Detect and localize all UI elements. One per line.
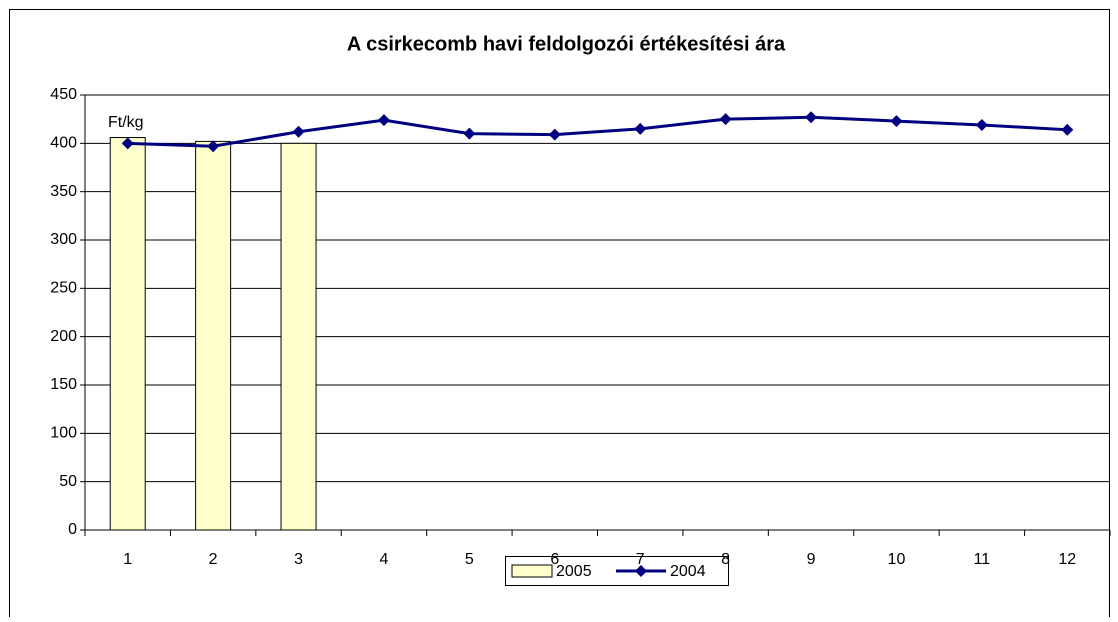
legend-marker: [635, 565, 647, 577]
y-tick-label: 100: [50, 425, 77, 442]
x-tick-label: 1: [123, 551, 132, 568]
y-tick-label: 200: [50, 328, 77, 345]
bar: [195, 140, 232, 531]
line: [127, 115, 1068, 148]
x-tick-label: 4: [380, 551, 389, 568]
bar: [109, 137, 146, 531]
bar: [280, 142, 317, 531]
marker: [805, 111, 818, 124]
x-tick-label: 9: [807, 551, 816, 568]
y-axis-label: Ft/kg: [108, 114, 144, 131]
y-tick-label: 300: [50, 231, 77, 248]
marker: [1061, 123, 1074, 136]
chart-border: [9, 9, 1110, 622]
marker: [121, 137, 134, 150]
x-tick-label: 6: [550, 551, 559, 568]
x-tick-label: 2: [209, 551, 218, 568]
x-tick-label: 8: [721, 551, 730, 568]
marker: [890, 115, 903, 128]
x-tick-label: 11: [974, 551, 991, 568]
marker: [207, 140, 220, 153]
marker: [719, 113, 732, 126]
marker: [463, 127, 476, 140]
marker: [377, 114, 390, 127]
x-tick-label: 5: [465, 551, 474, 568]
y-tick-label: 50: [59, 473, 77, 490]
marker: [548, 128, 561, 141]
x-tick-label: 3: [294, 551, 303, 568]
y-tick-label: 350: [50, 183, 77, 200]
marker: [292, 125, 305, 138]
y-tick-label: 400: [50, 135, 77, 152]
y-tick-label: 150: [50, 376, 77, 393]
y-tick-label: 250: [50, 280, 77, 297]
y-tick-label: 0: [68, 521, 77, 538]
x-tick-label: 10: [888, 551, 906, 568]
legend-label: 2005: [556, 563, 592, 580]
x-tick-label: 12: [1058, 551, 1076, 568]
x-tick-label: 7: [636, 551, 645, 568]
y-tick-label: 450: [50, 86, 77, 103]
legend-swatch: [511, 564, 553, 578]
chart-title: A csirkecomb havi feldolgozói értékesíté…: [347, 33, 786, 55]
legend-label: 2004: [670, 563, 706, 580]
marker: [634, 122, 647, 135]
marker: [975, 118, 988, 131]
